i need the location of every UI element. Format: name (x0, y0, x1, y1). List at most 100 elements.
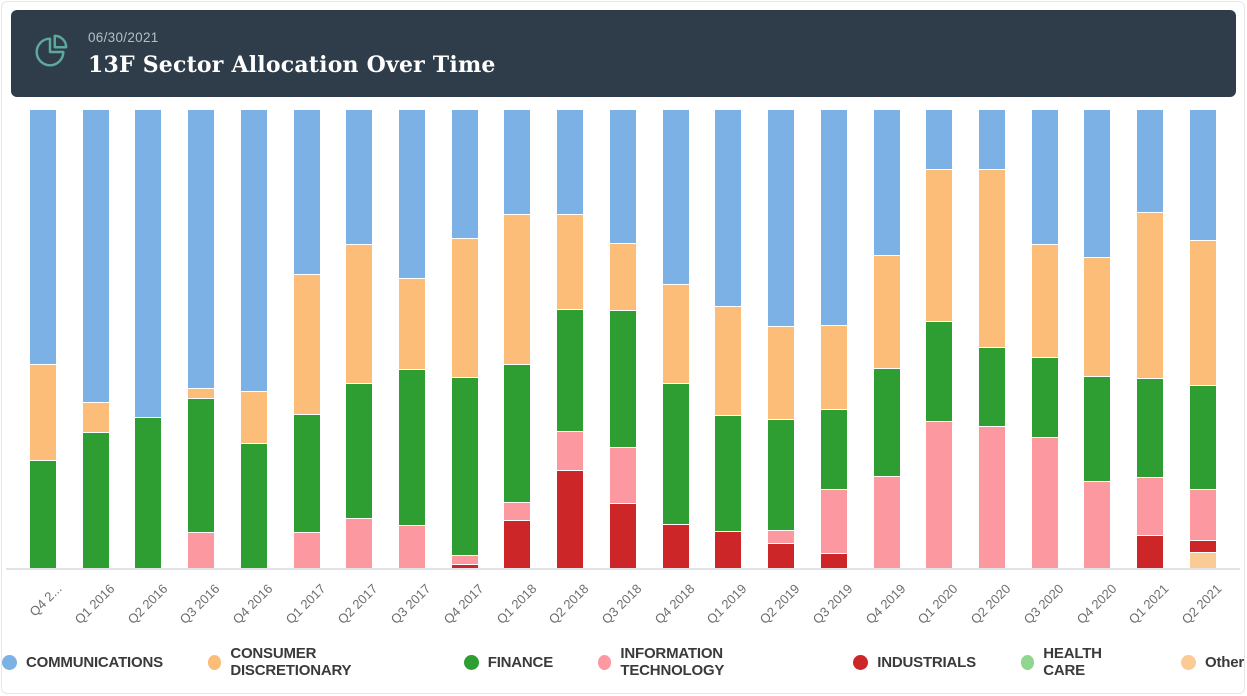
stacked-bar[interactable] (293, 110, 320, 568)
bar-segment[interactable] (715, 531, 742, 568)
legend-item[interactable]: INDUSTRIALS (853, 654, 976, 671)
bar-segment[interactable] (978, 346, 1005, 426)
bar-segment[interactable] (557, 110, 584, 215)
bar-segment[interactable] (30, 110, 56, 365)
bar-segment[interactable] (820, 489, 847, 553)
stacked-bar[interactable] (451, 110, 478, 568)
bar-segment[interactable] (1137, 110, 1164, 212)
legend-item[interactable]: INFORMATION TECHNOLOGY (598, 645, 808, 679)
bar-segment[interactable] (451, 238, 478, 378)
bar-segment[interactable] (293, 274, 320, 414)
bar-segment[interactable] (1189, 239, 1216, 386)
bar-segment[interactable] (188, 388, 215, 399)
bar-segment[interactable] (451, 377, 478, 555)
bar-segment[interactable] (662, 110, 689, 285)
bar-segment[interactable] (399, 110, 426, 279)
bar-segment[interactable] (768, 110, 795, 327)
bar-segment[interactable] (1031, 356, 1058, 438)
bar-segment[interactable] (978, 168, 1005, 347)
stacked-bar[interactable] (820, 110, 847, 568)
bar-segment[interactable] (1084, 376, 1111, 481)
bar-segment[interactable] (188, 110, 215, 388)
bar-segment[interactable] (504, 110, 531, 215)
bar-segment[interactable] (926, 168, 953, 322)
bar-segment[interactable] (346, 382, 373, 519)
bar-segment[interactable] (873, 367, 900, 477)
stacked-bar[interactable] (1031, 110, 1058, 568)
stacked-bar[interactable] (1084, 110, 1111, 568)
bar-segment[interactable] (715, 110, 742, 306)
bar-segment[interactable] (1084, 110, 1111, 257)
stacked-bar[interactable] (240, 110, 267, 568)
bar-segment[interactable] (557, 309, 584, 431)
stacked-bar[interactable] (1189, 110, 1216, 568)
bar-segment[interactable] (1137, 535, 1164, 568)
bar-segment[interactable] (926, 321, 953, 421)
bar-segment[interactable] (451, 110, 478, 239)
bar-segment[interactable] (1189, 539, 1216, 552)
stacked-bar[interactable] (188, 110, 215, 568)
stacked-bar[interactable] (135, 110, 162, 568)
bar-segment[interactable] (609, 503, 636, 568)
bar-segment[interactable] (1084, 256, 1111, 377)
bar-segment[interactable] (557, 430, 584, 470)
bar-segment[interactable] (873, 476, 900, 568)
stacked-bar[interactable] (557, 110, 584, 568)
bar-segment[interactable] (873, 110, 900, 256)
bar-segment[interactable] (293, 413, 320, 533)
bar-segment[interactable] (1189, 385, 1216, 489)
legend-item[interactable]: HEALTH CARE (1020, 645, 1136, 679)
bar-segment[interactable] (30, 460, 56, 568)
bar-segment[interactable] (399, 525, 426, 568)
stacked-bar[interactable] (926, 110, 953, 568)
bar-segment[interactable] (30, 364, 56, 461)
bar-segment[interactable] (926, 420, 953, 568)
bar-segment[interactable] (715, 305, 742, 416)
legend-item[interactable]: Other (1180, 654, 1244, 671)
bar-segment[interactable] (609, 446, 636, 504)
bar-segment[interactable] (820, 325, 847, 409)
bar-segment[interactable] (135, 110, 162, 417)
bar-segment[interactable] (293, 110, 320, 275)
stacked-bar[interactable] (82, 110, 109, 568)
bar-segment[interactable] (768, 418, 795, 530)
stacked-bar[interactable] (399, 110, 426, 568)
bar-segment[interactable] (1137, 477, 1164, 535)
bar-segment[interactable] (768, 326, 795, 419)
bar-segment[interactable] (82, 110, 109, 402)
legend-item[interactable]: COMMUNICATIONS (2, 654, 163, 671)
bar-segment[interactable] (346, 518, 373, 568)
bar-segment[interactable] (557, 214, 584, 310)
legend-item[interactable]: CONSUMER DISCRETIONARY (207, 645, 419, 679)
bar-segment[interactable] (451, 554, 478, 564)
bar-segment[interactable] (1031, 244, 1058, 357)
stacked-bar[interactable] (873, 110, 900, 568)
bar-segment[interactable] (346, 110, 373, 245)
bar-segment[interactable] (1137, 377, 1164, 478)
bar-segment[interactable] (188, 532, 215, 568)
bar-segment[interactable] (820, 552, 847, 568)
bar-segment[interactable] (1031, 110, 1058, 245)
bar-segment[interactable] (820, 110, 847, 326)
stacked-bar[interactable] (609, 110, 636, 568)
stacked-bar[interactable] (978, 110, 1005, 568)
bar-segment[interactable] (1189, 488, 1216, 540)
bar-segment[interactable] (504, 214, 531, 364)
bar-segment[interactable] (609, 243, 636, 311)
bar-segment[interactable] (82, 432, 109, 568)
bar-segment[interactable] (504, 520, 531, 568)
bar-segment[interactable] (346, 244, 373, 383)
bar-segment[interactable] (873, 255, 900, 368)
stacked-bar[interactable] (715, 110, 742, 568)
bar-segment[interactable] (240, 443, 267, 568)
bar-segment[interactable] (399, 278, 426, 369)
bar-segment[interactable] (1189, 551, 1216, 568)
bar-segment[interactable] (504, 502, 531, 521)
bar-segment[interactable] (926, 110, 953, 169)
bar-segment[interactable] (1031, 437, 1058, 568)
bar-segment[interactable] (662, 284, 689, 383)
bar-segment[interactable] (504, 363, 531, 503)
bar-segment[interactable] (662, 524, 689, 568)
bar-segment[interactable] (240, 110, 267, 391)
stacked-bar[interactable] (30, 110, 56, 568)
